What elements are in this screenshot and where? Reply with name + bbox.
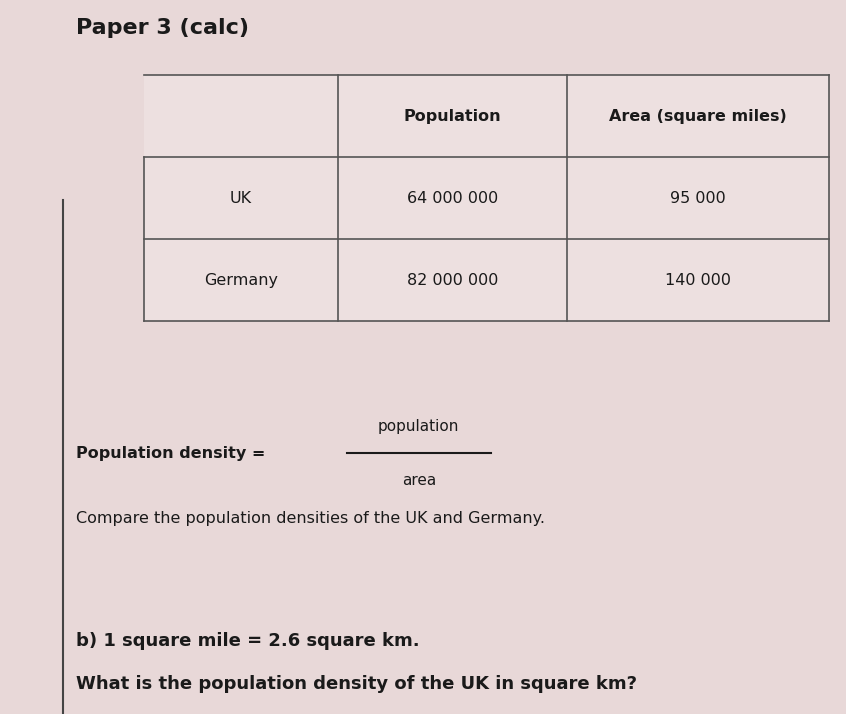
Text: 95 000: 95 000: [670, 191, 726, 206]
Text: UK: UK: [230, 191, 252, 206]
Bar: [144, 75, 829, 321]
Text: What is the population density of the UK in square km?: What is the population density of the UK…: [76, 675, 637, 693]
Text: 64 000 000: 64 000 000: [407, 191, 498, 206]
Text: 82 000 000: 82 000 000: [407, 273, 498, 288]
Text: Population density =: Population density =: [76, 446, 266, 461]
Text: area: area: [402, 473, 436, 488]
Text: Paper 3 (calc): Paper 3 (calc): [76, 18, 249, 38]
Text: b) 1 square mile = 2.6 square km.: b) 1 square mile = 2.6 square km.: [76, 632, 420, 650]
Text: Population: Population: [404, 109, 502, 124]
Text: population: population: [378, 418, 459, 434]
Text: Area (square miles): Area (square miles): [609, 109, 787, 124]
Text: Compare the population densities of the UK and Germany.: Compare the population densities of the …: [76, 511, 545, 526]
Text: Germany: Germany: [204, 273, 278, 288]
Text: 140 000: 140 000: [665, 273, 731, 288]
